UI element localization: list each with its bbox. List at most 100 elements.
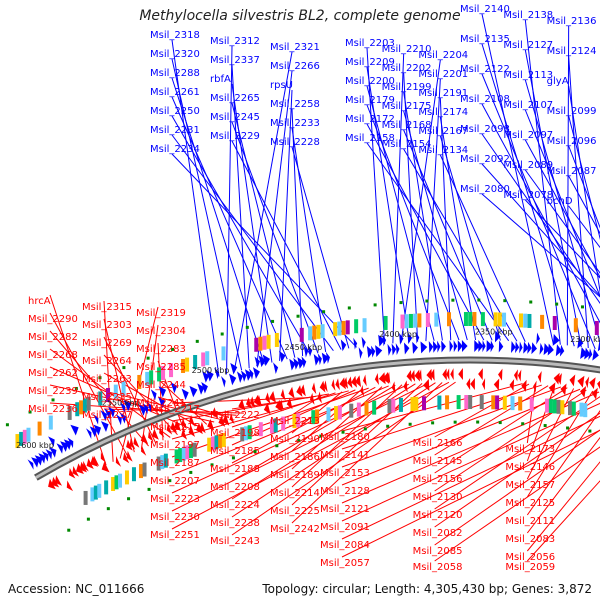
gene-label-forward: Msil_2107: [503, 100, 553, 111]
forward-gene: [511, 340, 516, 353]
green-marker: [297, 439, 301, 443]
forward-gene: [119, 412, 127, 424]
category-box: [312, 325, 317, 340]
green-marker: [521, 422, 525, 426]
category-box: [178, 448, 183, 463]
leader-line-reverse: [341, 386, 562, 468]
reverse-gene: [275, 399, 283, 412]
reverse-gene: [269, 391, 277, 403]
category-box: [523, 313, 528, 328]
category-box: [160, 455, 165, 470]
forward-gene: [100, 421, 109, 433]
gene-label-forward: Msil_2200: [345, 76, 395, 87]
green-marker: [408, 422, 412, 426]
category-box: [510, 396, 515, 411]
forward-gene: [85, 428, 92, 440]
forward-gene: [527, 341, 532, 354]
forward-gene: [407, 332, 413, 345]
category-box: [408, 313, 413, 328]
reverse-gene: [458, 368, 463, 381]
forward-gene: [142, 403, 149, 415]
leader-line-reverse: [171, 383, 409, 494]
gene-label-reverse: Msil_2264: [82, 356, 132, 367]
kbp-tick-label: 2550 kbp: [102, 399, 140, 408]
leader-line-reverse: [526, 480, 600, 562]
category-box: [341, 320, 346, 335]
green-marker: [195, 339, 199, 343]
green-marker: [386, 424, 390, 428]
gene-label-forward: Msil_2168: [382, 120, 432, 131]
gene-label-forward: Msil_2113: [503, 70, 553, 81]
reverse-gene: [263, 402, 271, 415]
gene-label-reverse: Msil_2180: [320, 432, 370, 443]
gene-label-reverse: Msil_2057: [320, 558, 370, 569]
category-box: [497, 312, 502, 327]
category-box: [337, 321, 342, 336]
gene-label-reverse: Msil_2283: [136, 344, 186, 355]
reverse-gene: [279, 399, 284, 412]
leader-line-forward: [524, 49, 582, 348]
forward-gene: [441, 340, 446, 353]
reverse-gene: [93, 455, 100, 467]
reverse-gene: [257, 394, 262, 407]
category-box: [545, 398, 550, 413]
category-box: [174, 449, 179, 464]
category-box: [258, 422, 263, 437]
gene-label-forward: Msil_2097: [503, 130, 553, 141]
leader-line-reverse: [434, 383, 530, 438]
reverse-gene: [245, 397, 252, 409]
category-box: [372, 400, 377, 415]
reverse-gene: [140, 433, 149, 445]
green-marker: [189, 470, 193, 474]
reverse-gene: [140, 444, 147, 456]
forward-gene: [519, 341, 523, 354]
leader-line-forward: [403, 72, 419, 342]
leader-line-forward: [439, 154, 526, 342]
category-box: [156, 456, 161, 471]
reverse-gene: [382, 371, 390, 384]
category-box: [137, 374, 142, 389]
gene-label-forward: Msil_2320: [150, 49, 200, 60]
reverse-gene: [331, 379, 336, 391]
reverse-gene: [362, 374, 367, 387]
category-box: [221, 432, 226, 447]
reverse-gene: [249, 396, 256, 408]
green-marker: [210, 463, 214, 467]
forward-gene: [371, 345, 376, 358]
green-marker: [477, 298, 481, 302]
forward-gene: [321, 352, 329, 365]
gene-label-forward: Msil_2122: [460, 64, 510, 75]
green-marker: [425, 299, 429, 303]
reverse-gene: [335, 378, 340, 391]
forward-gene: [387, 343, 392, 356]
leader-line-forward: [366, 142, 510, 342]
gene-label-forward: Msil_2174: [418, 107, 468, 118]
forward-gene: [31, 457, 40, 468]
leader-line-forward: [439, 135, 501, 341]
leader-line-forward: [524, 139, 600, 279]
leader-line-forward: [256, 70, 293, 367]
gene-label-reverse: Msil_2213: [270, 416, 320, 427]
gene-label-forward: Msil_2092: [460, 154, 510, 165]
category-box: [210, 436, 215, 451]
gene-label-forward: Msil_2098: [460, 124, 510, 135]
forward-gene: [486, 340, 493, 353]
gene-label-reverse: Msil_2091: [320, 522, 370, 533]
reverse-gene: [591, 387, 598, 400]
leader-line-forward: [392, 53, 405, 344]
kbp-tick-label: 2300 kbp: [570, 335, 600, 344]
backbone-arc: [34, 356, 600, 481]
category-box: [518, 396, 523, 411]
gene-label-reverse: Msil_2082: [413, 528, 463, 539]
reverse-gene: [481, 378, 486, 391]
green-marker: [67, 528, 71, 532]
reverse-gene: [386, 371, 391, 384]
gene-label-forward: Msil_2096: [547, 136, 597, 147]
reverse-gene: [265, 392, 271, 405]
gene-label-reverse: Msil_2251: [150, 530, 200, 541]
reverse-gene: [323, 380, 328, 393]
leader-line-reverse: [291, 386, 383, 470]
forward-gene: [206, 370, 214, 382]
reverse-gene: [151, 428, 159, 440]
leader-line-forward: [366, 123, 485, 341]
